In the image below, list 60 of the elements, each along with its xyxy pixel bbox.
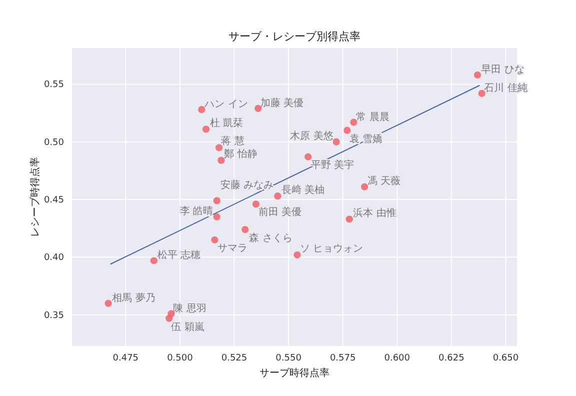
x-tick-label: 0.550 xyxy=(276,353,302,364)
y-axis-title: レシーブ時得点率 xyxy=(29,157,41,237)
annotation: 李 皓晴 xyxy=(180,204,214,217)
point xyxy=(166,314,173,322)
annotation: 蒋 慧 xyxy=(221,135,244,148)
point xyxy=(344,126,351,134)
x-tick-label: 0.525 xyxy=(221,353,248,364)
y-tick-label: 0.55 xyxy=(44,80,64,90)
x-axis-title: サーブ時得点率 xyxy=(260,367,330,379)
point xyxy=(254,104,262,112)
x-tick-label: 0.575 xyxy=(330,353,356,364)
point xyxy=(150,257,158,264)
point xyxy=(252,200,260,208)
y-tick-label: 0.35 xyxy=(44,310,64,321)
annotation: 常 晨晨 xyxy=(356,110,390,123)
annotation: 相馬 夢乃 xyxy=(112,292,156,304)
point xyxy=(202,126,210,133)
annotation: 加藤 美優 xyxy=(260,96,304,109)
point xyxy=(104,300,112,307)
annotation: 鄭 怡静 xyxy=(224,148,258,160)
annotation: ハン イン xyxy=(204,98,248,110)
point xyxy=(360,183,368,190)
point xyxy=(211,236,218,244)
annotation: サマラ xyxy=(217,243,248,254)
point xyxy=(215,144,223,152)
annotation: 前田 美優 xyxy=(258,206,302,218)
x-tick-label: 0.475 xyxy=(112,353,139,364)
annotation: 馮 天薇 xyxy=(367,174,401,187)
point xyxy=(274,192,282,200)
point xyxy=(242,226,249,234)
point xyxy=(346,216,353,223)
point xyxy=(198,106,206,114)
annotation: 松平 志穂 xyxy=(157,249,200,262)
point xyxy=(350,118,358,126)
annotation: 森 さくら xyxy=(249,232,292,244)
annotation: 陳 思羽 xyxy=(173,302,206,314)
point xyxy=(213,197,220,204)
annotation: 伍 穎嵐 xyxy=(171,320,204,333)
point xyxy=(218,156,225,164)
y-tick-label: 0.50 xyxy=(44,138,64,148)
annotation: 浜本 由惟 xyxy=(353,207,396,220)
y-tick-label: 0.45 xyxy=(44,195,64,206)
point xyxy=(478,90,486,97)
point xyxy=(294,251,301,258)
annotation: 早田 ひな xyxy=(481,64,524,76)
annotation: 杜 凱栞 xyxy=(210,117,244,130)
y-tick-label: 0.40 xyxy=(44,253,64,264)
x-tick-label: 0.500 xyxy=(167,353,194,364)
annotation: 長﨑 美柚 xyxy=(281,184,325,196)
annotation: ソ ヒョウォン xyxy=(300,244,364,255)
point xyxy=(304,153,312,160)
x-tick-label: 0.625 xyxy=(438,353,464,364)
annotation: 木原 美悠 xyxy=(290,130,334,142)
x-tick-label: 0.650 xyxy=(492,353,519,364)
point xyxy=(474,71,482,79)
point xyxy=(332,138,340,146)
chart-title: サーブ・レシーブ別得点率 xyxy=(228,30,360,43)
point xyxy=(213,213,220,220)
x-tick-label: 0.600 xyxy=(384,353,410,364)
annotation: 石川 佳純 xyxy=(484,82,528,94)
